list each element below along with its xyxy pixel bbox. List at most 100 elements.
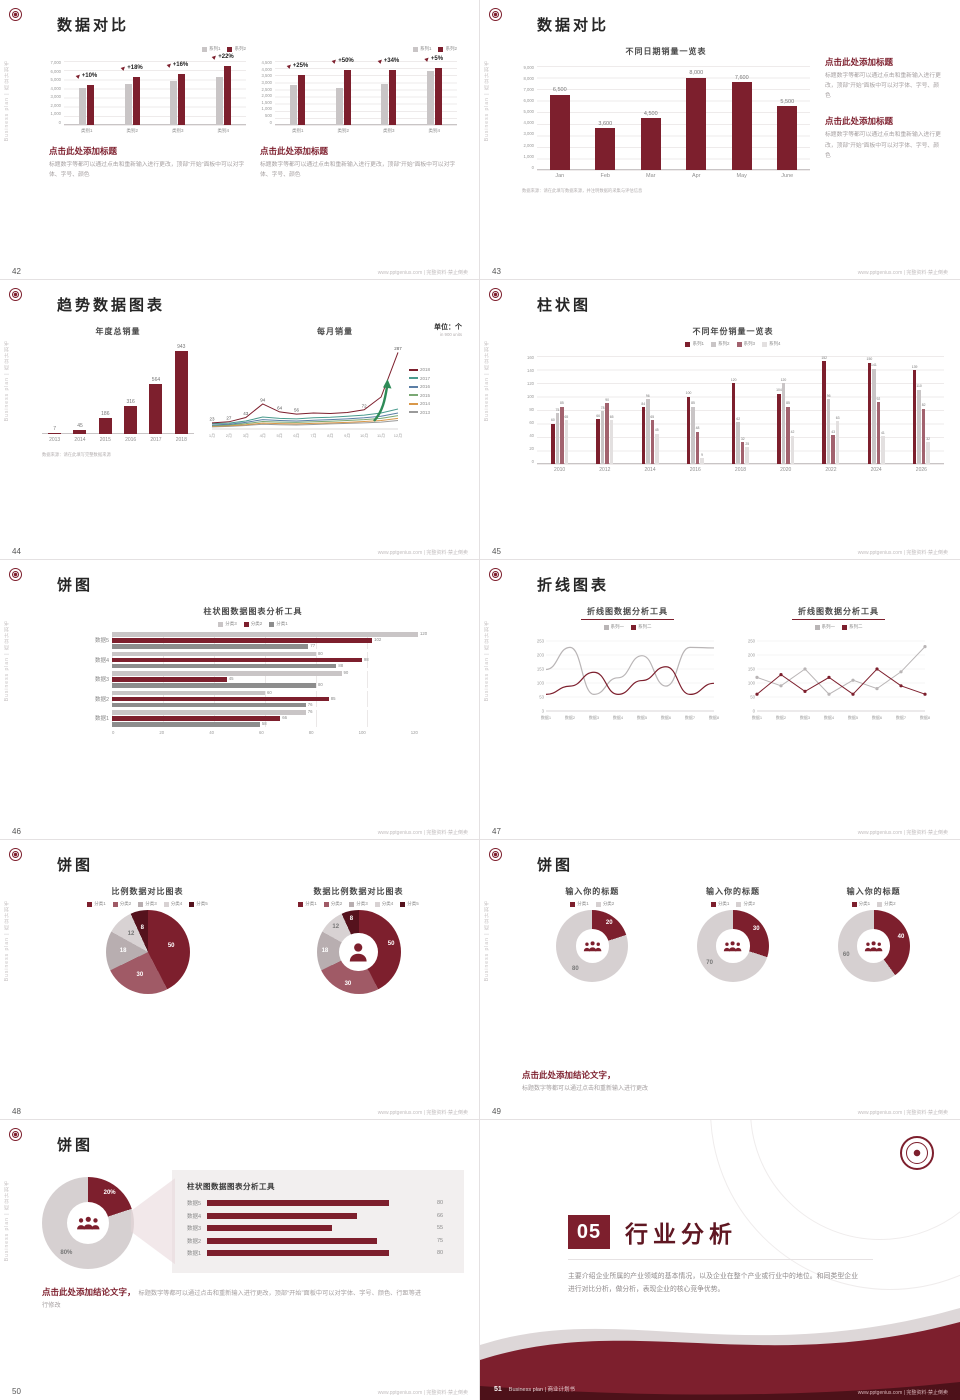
svg-text:94: 94: [260, 397, 266, 402]
page-number: 42: [12, 267, 21, 276]
horizontal-grouped-bar-chart: 柱状图数据图表分析工具 分类3 分类2 分类1 数据5 120 102 77 数据4 80 98 88…: [94, 607, 428, 735]
add-title-body: 标题数字等都可以通过点击和重新输入进行更改，顶部“开始”面板中可以对字体、字号、…: [49, 162, 245, 179]
brand-logo-icon: [900, 1136, 934, 1170]
side-caption: Business plan | 商业计划书: [484, 900, 490, 982]
monthly-sales-area: 每月销量 1月 2月 3月 4月 5月 6月 7月 8月 9月 10月 11月 12月 23 27 43 94 6…: [194, 326, 464, 540]
grouped-bar-chart-2: 系列1 系列2 4,500 4,000 3,500 3,000 2,500 2,000 1,50…: [260, 46, 457, 137]
page-number: 45: [492, 547, 501, 556]
slide-43[interactable]: Business plan | 商业计划书 数据对比 不同日期销量一览表 9,00…: [479, 0, 960, 281]
watermark: www.pptgenius.com | 完整资料·禁止倒卖: [857, 270, 948, 276]
marker-line-chart: 折线图数据分析工具 系列一 系列二 250 200 150 100 50 0 数据1 数据2 数据3 数…: [747, 607, 931, 720]
slide-footer: 44 www.pptgenius.com | 完整资料·禁止倒卖: [12, 547, 468, 556]
page-number: 50: [12, 1387, 21, 1396]
slide-49[interactable]: Business plan | 商业计划书 饼图 输入你的标题 分类1 分类2 20 8…: [479, 839, 960, 1121]
pie-chart-area: 比例数据对比图表 分类1 分类2 分类3 分类4 分类5 50 30 18 12 8: [42, 886, 253, 1100]
brand-logo-icon: [489, 568, 502, 581]
svg-text:7月: 7月: [310, 433, 316, 438]
panel-bar-list: 柱状图数据图表分析工具 数据5 80 数据4 66 数据3 55 数据2 75 数据1 80: [187, 1182, 444, 1257]
svg-text:3月: 3月: [243, 433, 249, 438]
section-number: 05: [568, 1215, 610, 1249]
svg-text:3: 3: [542, 709, 545, 714]
svg-text:数据6: 数据6: [872, 714, 883, 720]
svg-text:4月: 4月: [260, 433, 266, 438]
unit-note: 单位：个 in 900 units: [434, 322, 462, 337]
conclusion-heading: 点击此处添加结论文字，: [42, 1286, 136, 1297]
slide-48[interactable]: Business plan | 商业计划书 饼图 比例数据对比图表 分类1 分类2 分…: [0, 839, 481, 1121]
footer-caption: Business plan | 商业计划书: [508, 1387, 576, 1393]
add-title-heading: 点击此处添加标题: [825, 57, 894, 67]
svg-text:27: 27: [226, 415, 232, 420]
slide-footer: 51 Business plan | 商业计划书 www.pptgenius.co…: [494, 1378, 948, 1396]
add-title-body: 标题数字等都可以通过点击和重新输入进行更改，顶部“开始”面板中可以对字体、字号、…: [260, 162, 456, 179]
svg-text:6月: 6月: [293, 433, 299, 438]
slide-45-content: 不同年份销量一览表 系列1 系列2 系列3 系列4 160 140 120 100 80 60 40 2…: [522, 326, 944, 540]
brand-logo-icon: [9, 1128, 22, 1141]
svg-text:数据2: 数据2: [565, 714, 576, 720]
slide-45[interactable]: Business plan | 商业计划书 柱状图 不同年份销量一览表 系列1 系列…: [479, 279, 960, 561]
side-caption: Business plan | 商业计划书: [484, 340, 490, 422]
conclusion-block: 点击此处添加结论文字， 标题数字等都可以通过点击和重新输入进行更改: [522, 1069, 648, 1094]
section-description: 主要介绍企业所属的产业领域的基本情况，以及企业在整个产业或行业中的地位。和同类型…: [568, 1273, 858, 1294]
svg-text:数据2: 数据2: [776, 714, 787, 720]
svg-text:0: 0: [753, 709, 756, 714]
ratio-pie-chart: 比例数据对比图表 分类1 分类2 分类3 分类4 分类5 50 30 18 12 8: [52, 886, 243, 994]
sales-chart-area: 不同日期销量一览表 9,000 8,000 7,000 6,000 5,000 4,000 3…: [522, 46, 810, 260]
annual-sales-bar-chart: 年度总销量 7 2013 45 2014 186 2015 316 2016 564 2017 943…: [42, 326, 194, 446]
watermark: www.pptgenius.com | 完整资料·禁止倒卖: [377, 1390, 468, 1396]
comparison-block-2: 系列1 系列2 4,500 4,000 3,500 3,000 2,500 2,000 1,50…: [253, 46, 464, 260]
add-title-body: 标题数字等都可以通过点击和重新输入进行更改，顶部“开始”面板中可以对字体、字号、…: [825, 73, 941, 100]
slide-title: 饼图: [57, 1137, 94, 1154]
slide-42[interactable]: Business plan | 商业计划书 数据对比 系列1 系列2 7,000 6,…: [0, 0, 481, 281]
svg-text:数据3: 数据3: [589, 714, 600, 720]
svg-text:数据7: 数据7: [685, 714, 696, 720]
slide-46[interactable]: Business plan | 商业计划书 饼图 柱状图数据图表分析工具 分类3 分…: [0, 559, 481, 841]
slide-43-content: 不同日期销量一览表 9,000 8,000 7,000 6,000 5,000 4,000 3…: [522, 46, 944, 260]
slide-50[interactable]: Business plan | 商业计划书 饼图 20% 80% 柱状图数据图表分…: [0, 1119, 481, 1400]
line-chart-smooth-area: 折线图数据分析工具 系列一 系列二 253 203 153 103 53 3 数据1 数据2 数据3 数…: [522, 606, 733, 820]
unit-sublabel: in 900 units: [440, 332, 462, 337]
svg-text:1月: 1月: [209, 433, 215, 438]
slide-title: 柱状图: [537, 297, 592, 314]
percent-donut-20: 输入你的标题 分类1 分类2 20 80: [522, 886, 663, 982]
footer-left: 51 Business plan | 商业计划书: [494, 1378, 575, 1396]
ratio-donut-chart: 数据比例数据对比图表 分类1 分类2 分类3 分类4 分类5 50 30 18 12 8: [263, 886, 454, 994]
slide-footer: 48 www.pptgenius.com | 完整资料·禁止倒卖: [12, 1107, 468, 1116]
slide-44[interactable]: Business plan | 商业计划书 趋势数据图表 单位：个 in 900…: [0, 279, 481, 561]
brand-logo-icon: [489, 288, 502, 301]
slide-footer: 42 www.pptgenius.com | 完整资料·禁止倒卖: [12, 267, 468, 276]
slide-51[interactable]: 05 行业分析 主要介绍企业所属的产业领域的基本情况，以及企业在整个产业或行业中…: [479, 1119, 960, 1400]
yearly-grouped-bar-chart: 不同年份销量一览表 系列1 系列2 系列3 系列4 160 140 120 100 80 60 40 2…: [522, 326, 944, 476]
svg-text:53: 53: [539, 695, 544, 700]
slide-44-content: 年度总销量 7 2013 45 2014 186 2015 316 2016 564 2017 943…: [42, 326, 464, 540]
swoosh-decoration: [480, 1308, 960, 1400]
slide-footer: 47 www.pptgenius.com | 完整资料·禁止倒卖: [492, 827, 948, 836]
unit-label: 单位：个: [434, 324, 462, 331]
svg-text:数据3: 数据3: [800, 714, 811, 720]
side-caption: Business plan | 商业计划书: [4, 340, 10, 422]
page-number: 48: [12, 1107, 21, 1116]
page-number: 51: [494, 1386, 502, 1393]
watermark: www.pptgenius.com | 完整资料·禁止倒卖: [377, 270, 468, 276]
svg-text:50: 50: [750, 695, 755, 700]
brand-logo-icon: [9, 848, 22, 861]
text-blocks: 点击此处添加标题 标题数字等都可以通过点击和重新输入进行更改，顶部“开始”面板中…: [810, 46, 944, 260]
slide-47[interactable]: Business plan | 商业计划书 折线图表 折线图数据分析工具 系列一系…: [479, 559, 960, 841]
slide-title: 数据对比: [57, 17, 130, 34]
svg-text:数据6: 数据6: [661, 714, 672, 720]
svg-text:5月: 5月: [277, 433, 283, 438]
watermark: www.pptgenius.com | 完整资料·禁止倒卖: [377, 1110, 468, 1116]
svg-text:203: 203: [537, 653, 545, 658]
section-cover-content: 05 行业分析 主要介绍企业所属的产业领域的基本情况，以及企业在整个产业或行业中…: [568, 1215, 873, 1297]
page-number: 46: [12, 827, 21, 836]
side-caption: Business plan | 商业计划书: [4, 900, 10, 982]
svg-text:数据7: 数据7: [896, 714, 907, 720]
slide-footer: 43 www.pptgenius.com | 完整资料·禁止倒卖: [492, 267, 948, 276]
svg-text:8月: 8月: [327, 433, 333, 438]
slide-footer: 45 www.pptgenius.com | 完整资料·禁止倒卖: [492, 547, 948, 556]
side-caption: Business plan | 商业计划书: [4, 620, 10, 702]
conclusion-block: 点击此处添加结论文字， 标题数字等都可以通过点击和重新输入进行更改，顶部“开始”面…: [42, 1285, 422, 1311]
slide-49-content: 输入你的标题 分类1 分类2 20 80 输入你的标题 分类1 分类2 30 70 输入你的标题…: [522, 886, 944, 1100]
page-number: 44: [12, 547, 21, 556]
slide-title: 趋势数据图表: [57, 297, 166, 314]
